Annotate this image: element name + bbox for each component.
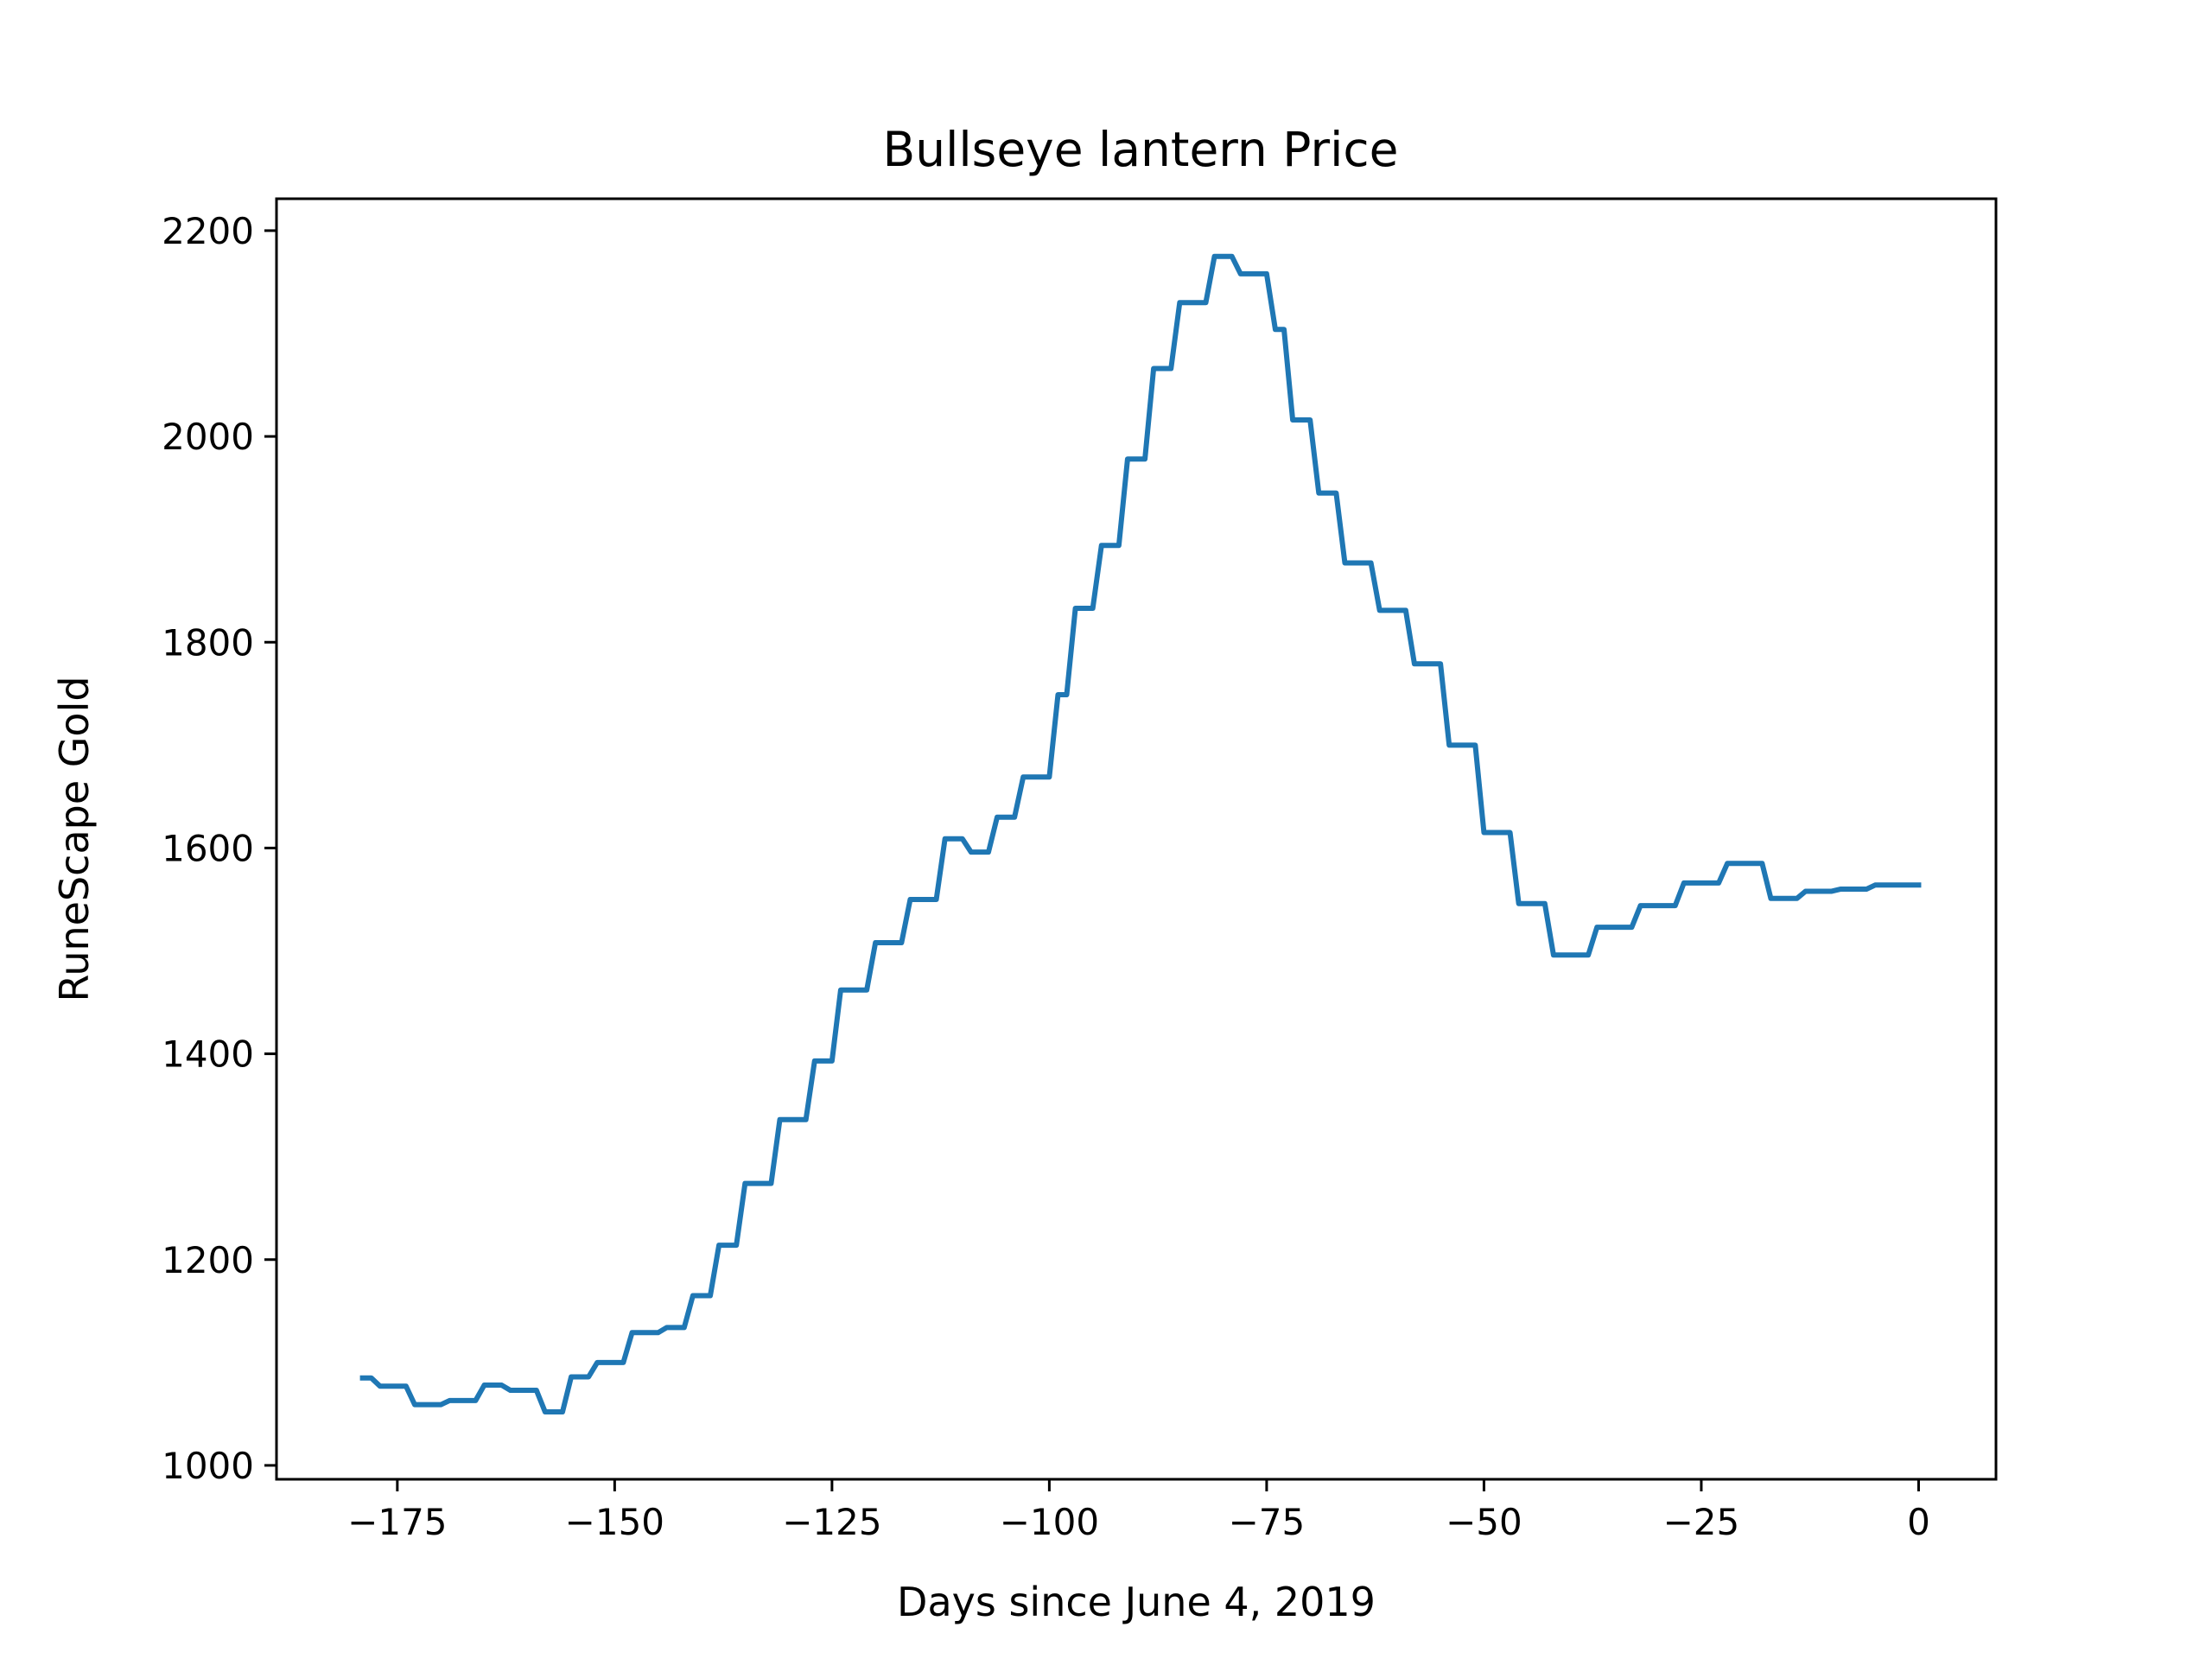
y-tick-label: 1200 <box>162 1239 254 1281</box>
y-tick-label: 1400 <box>162 1033 254 1076</box>
x-tick-label: 0 <box>1907 1501 1930 1543</box>
y-axis-label: RuneScape Gold <box>51 676 98 1001</box>
x-tick-label: −25 <box>1663 1501 1740 1543</box>
y-tick-label: 1000 <box>162 1445 254 1487</box>
price-series-line <box>359 253 1922 1414</box>
x-axis-ticks: −175 −150 −125 −100 −75 −50 −25 0 <box>347 1479 1930 1543</box>
y-axis-ticks: 1000 1200 1400 1600 1800 2000 2200 <box>162 210 276 1487</box>
x-tick-label: −150 <box>565 1501 664 1543</box>
y-tick-label: 2200 <box>162 210 254 252</box>
x-tick-label: −75 <box>1229 1501 1306 1543</box>
x-tick-label: −125 <box>782 1501 881 1543</box>
y-tick-label: 2000 <box>162 416 254 458</box>
plot-area-frame <box>275 197 1998 1481</box>
x-tick-label: −175 <box>347 1501 447 1543</box>
x-axis-label: Days since June 4, 2019 <box>897 1579 1376 1625</box>
y-tick-label: 1600 <box>162 827 254 869</box>
x-tick-label: −50 <box>1446 1501 1522 1543</box>
x-tick-label: −100 <box>1000 1501 1099 1543</box>
y-tick-label: 1800 <box>162 621 254 664</box>
chart-title: Bullseye lantern Price <box>883 122 1399 177</box>
